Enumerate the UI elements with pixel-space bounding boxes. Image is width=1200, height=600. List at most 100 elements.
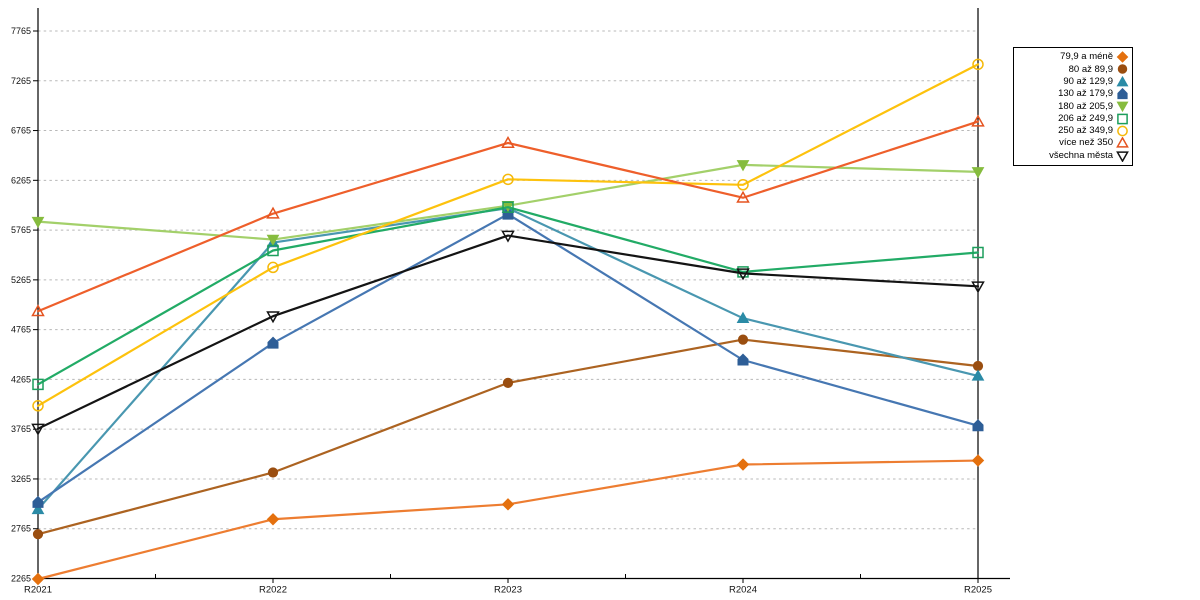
circle-marker-icon xyxy=(737,179,749,191)
x-tick-label: R2024 xyxy=(729,585,757,596)
triangle-down-marker-icon xyxy=(1116,101,1129,113)
legend-item-label: 79,9 a méně xyxy=(1060,51,1113,63)
y-tick-label: 5765 xyxy=(11,225,31,235)
y-tick-label: 6265 xyxy=(11,175,31,185)
circle-marker-icon xyxy=(32,529,44,540)
triangle-down-marker-icon xyxy=(736,268,750,281)
triangle-down-marker-icon xyxy=(736,160,750,172)
triangle-up-marker-icon xyxy=(31,304,45,317)
legend-marker-icon xyxy=(1116,101,1129,113)
triangle-down-marker-icon xyxy=(971,167,985,179)
legend-item-label: 80 až 89,9 xyxy=(1068,63,1113,75)
square-marker-icon xyxy=(267,244,279,257)
legend-item: 80 až 89,9 xyxy=(1016,63,1129,75)
legend-marker-icon xyxy=(1116,75,1129,87)
triangle-up-marker-icon xyxy=(1116,137,1129,148)
triangle-up-marker-icon xyxy=(501,135,515,148)
circle-marker-icon xyxy=(267,467,279,478)
series-line xyxy=(36,234,980,430)
legend-marker-icon xyxy=(1116,51,1129,63)
legend-marker-icon xyxy=(1117,125,1128,137)
legend-marker-icon xyxy=(1116,137,1129,148)
triangle-up-marker-icon xyxy=(1116,75,1129,87)
square-marker-icon xyxy=(32,378,44,391)
triangle-up-marker-icon xyxy=(736,311,750,323)
square-marker-icon xyxy=(502,201,514,213)
legend-item: více než 350 xyxy=(1016,137,1129,149)
x-tick-label: R2023 xyxy=(494,585,522,596)
series-line xyxy=(36,120,980,313)
legend-marker-icon xyxy=(1116,150,1129,162)
triangle-down-marker-icon xyxy=(1116,150,1129,162)
pentagon-marker-icon xyxy=(267,336,279,349)
legend-item: 180 až 205,9 xyxy=(1016,100,1129,113)
triangle-down-marker-icon xyxy=(266,311,280,324)
triangle-up-marker-icon xyxy=(266,206,280,219)
triangle-up-marker-icon xyxy=(971,114,985,127)
circle-marker-icon xyxy=(972,58,984,71)
legend-item-label: všechna města xyxy=(1049,149,1113,161)
legend-item: 250 až 349,9 xyxy=(1016,125,1129,137)
legend-item: 90 až 129,9 xyxy=(1016,75,1129,88)
diamond-marker-icon xyxy=(736,458,750,471)
y-tick-label: 5265 xyxy=(11,275,31,285)
y-tick-label: 7265 xyxy=(11,76,31,86)
circle-marker-icon xyxy=(1117,64,1128,75)
x-tick-label: R2021 xyxy=(24,585,52,596)
legend-item-label: 130 až 179,9 xyxy=(1058,88,1113,100)
legend-item-label: 180 až 205,9 xyxy=(1058,100,1113,112)
diamond-marker-icon xyxy=(1116,51,1129,63)
diamond-marker-icon xyxy=(501,498,515,511)
square-marker-icon xyxy=(972,246,984,259)
x-tick-label: R2022 xyxy=(259,585,287,596)
series-line xyxy=(36,63,980,407)
triangle-down-marker-icon xyxy=(266,234,280,247)
y-tick-label: 3765 xyxy=(11,424,31,434)
legend-item-label: 206 až 249,9 xyxy=(1058,112,1113,124)
series-line xyxy=(36,459,980,581)
legend-item-label: 250 až 349,9 xyxy=(1058,125,1113,137)
circle-marker-icon xyxy=(502,377,514,388)
triangle-down-marker-icon xyxy=(31,423,45,436)
triangle-down-marker-icon xyxy=(31,216,45,229)
triangle-up-marker-icon xyxy=(736,190,750,203)
y-tick-label: 2765 xyxy=(11,524,31,534)
y-tick-label: 4765 xyxy=(11,325,31,335)
series-line xyxy=(36,206,980,386)
circle-marker-icon xyxy=(972,360,984,372)
triangle-up-marker-icon xyxy=(971,369,985,381)
legend-marker-icon xyxy=(1117,64,1128,75)
circle-marker-icon xyxy=(32,400,44,412)
legend-item-label: 90 až 129,9 xyxy=(1063,75,1113,87)
square-marker-icon xyxy=(1117,113,1128,124)
triangle-down-marker-icon xyxy=(501,230,515,243)
y-tick-label: 6765 xyxy=(11,126,31,136)
legend-item-label: více než 350 xyxy=(1059,137,1113,149)
legend-item: 79,9 a méně xyxy=(1016,51,1129,63)
circle-marker-icon xyxy=(1117,125,1128,137)
legend-item: všechna města xyxy=(1016,149,1129,162)
circle-marker-icon xyxy=(502,173,514,186)
y-tick-label: 4265 xyxy=(11,374,31,384)
diamond-marker-icon xyxy=(31,572,45,586)
triangle-down-marker-icon xyxy=(971,281,985,294)
legend-marker-icon xyxy=(1117,88,1128,100)
pentagon-marker-icon xyxy=(972,419,984,432)
legend-item: 130 až 179,9 xyxy=(1016,88,1129,100)
triangle-up-marker-icon xyxy=(31,502,45,515)
y-tick-label: 2265 xyxy=(11,574,31,584)
legend-item: 206 až 249,9 xyxy=(1016,112,1129,124)
pentagon-marker-icon xyxy=(1117,88,1128,100)
y-tick-label: 3265 xyxy=(11,474,31,484)
legend: 79,9 a méně 80 až 89,9 90 až 129,9 130 až 1… xyxy=(1013,47,1133,166)
pentagon-marker-icon xyxy=(32,495,44,508)
circle-marker-icon xyxy=(267,261,279,274)
legend-marker-icon xyxy=(1117,113,1128,124)
y-tick-label: 7765 xyxy=(11,26,31,36)
diamond-marker-icon xyxy=(266,513,280,526)
pentagon-marker-icon xyxy=(737,353,749,366)
circle-marker-icon xyxy=(737,334,749,345)
x-tick-label: R2025 xyxy=(964,585,992,596)
